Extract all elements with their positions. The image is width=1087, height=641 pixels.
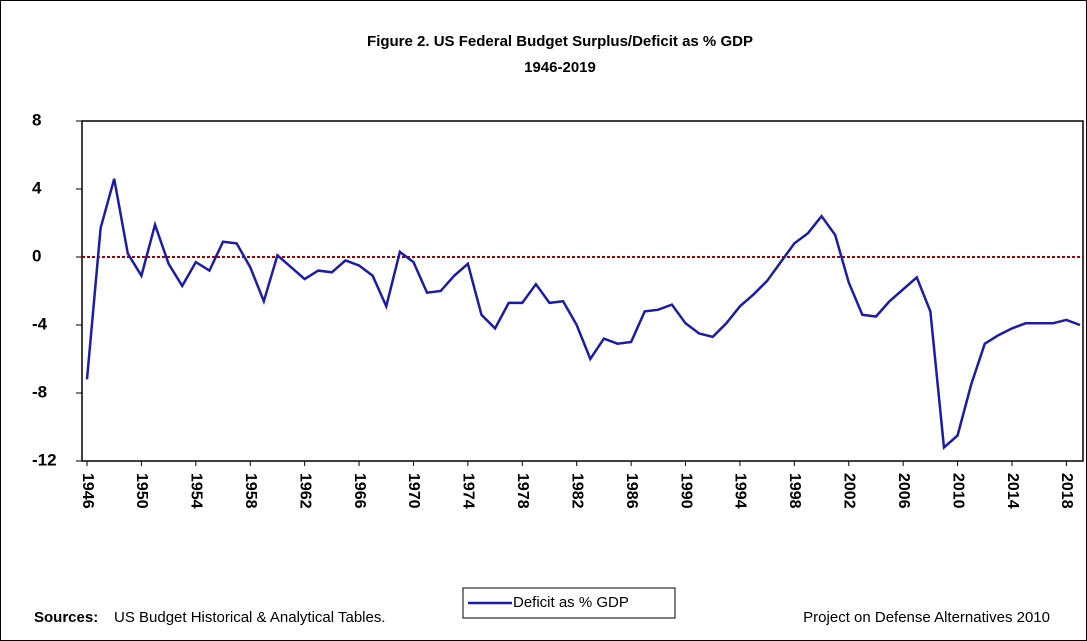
- chart-title: Figure 2. US Federal Budget Surplus/Defi…: [367, 33, 753, 50]
- y-tick-label: -4: [32, 314, 48, 333]
- x-tick-label: 1950: [133, 473, 150, 509]
- x-tick-label: 1998: [786, 473, 803, 509]
- x-tick-label: 1954: [188, 473, 205, 509]
- sources: US Budget Historical & Analytical Tables…: [114, 609, 386, 626]
- x-tick-label: 2002: [841, 473, 858, 509]
- credit: Project on Defense Alternatives 2010: [803, 609, 1050, 626]
- x-tick-label: 1962: [296, 473, 313, 509]
- x-tick-label: 1974: [460, 473, 477, 509]
- y-tick-label: 8: [32, 110, 41, 129]
- x-tick-label: 1994: [732, 473, 749, 509]
- x-tick-label: 1970: [405, 473, 422, 509]
- sources-label: Sources:: [34, 609, 98, 626]
- plot-frame: [81, 120, 1084, 462]
- x-tick-label: 1946: [79, 473, 96, 509]
- y-tick-label: -12: [32, 450, 57, 469]
- x-tick-label: 1986: [623, 473, 640, 509]
- x-tick-label: 2006: [895, 473, 912, 509]
- x-tick-label: 1978: [514, 473, 531, 509]
- y-tick-label: 4: [32, 178, 42, 197]
- x-tick-label: 2018: [1058, 473, 1075, 509]
- chart-subtitle: 1946-2019: [524, 59, 596, 76]
- data-line: [85, 178, 1081, 450]
- x-tick-label: 1966: [351, 473, 368, 509]
- x-tick-label: 1990: [677, 473, 694, 509]
- x-tick-label: 1958: [242, 473, 259, 509]
- y-tick-label: 0: [32, 246, 41, 265]
- y-tick-label: -8: [32, 382, 47, 401]
- x-tick-label: 1982: [568, 473, 585, 509]
- x-tick-label: 2014: [1004, 473, 1021, 509]
- legend-label: Deficit as % GDP: [513, 594, 629, 611]
- x-tick-label: 2010: [949, 473, 966, 509]
